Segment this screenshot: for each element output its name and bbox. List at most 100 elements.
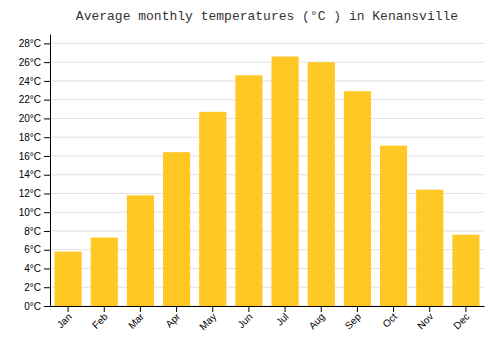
chart: 0°C 2°C 4°C 6°C 8°C 10°C 12°C 14°C 16°C 18°C 20°C 2… <box>0 0 500 350</box>
x-axis-line <box>51 306 485 307</box>
tick: Aug <box>307 306 327 331</box>
tick-label: 20°C <box>19 113 41 124</box>
bar <box>308 62 335 306</box>
tick: Jun <box>235 306 254 330</box>
y-axis: 0°C 2°C 4°C 6°C 8°C 10°C 12°C 14°C 16°C 18°C 20°C 2… <box>19 35 51 312</box>
tick-mark <box>44 212 50 213</box>
grid-line <box>50 174 484 175</box>
tick: 16°C <box>19 151 50 162</box>
tick-label: Feb <box>90 311 110 331</box>
tick-mark <box>44 100 50 101</box>
bar <box>91 238 118 306</box>
grid-line <box>50 118 484 119</box>
tick-mark <box>44 306 50 307</box>
tick-label: 8°C <box>24 226 41 237</box>
tick-mark <box>44 118 50 119</box>
tick: Nov <box>415 306 435 331</box>
bars <box>55 57 480 306</box>
tick-label: Aug <box>307 311 327 331</box>
tick-mark <box>357 306 358 312</box>
tick-label: Mar <box>126 310 146 330</box>
tick-mark <box>44 81 50 82</box>
tick-mark <box>176 306 177 312</box>
y-axis-line <box>50 35 51 307</box>
grid-line <box>50 62 484 63</box>
plot: 0°C 2°C 4°C 6°C 8°C 10°C 12°C 14°C 16°C 18°C 20°C 2… <box>19 35 485 333</box>
tick: 10°C <box>19 207 50 218</box>
tick: 12°C <box>19 188 50 199</box>
tick-label: 10°C <box>19 207 41 218</box>
tick: 24°C <box>19 76 50 87</box>
bar <box>452 235 479 306</box>
tick: 8°C <box>24 226 50 237</box>
tick: 26°C <box>19 57 50 68</box>
x-axis: Jan Feb Mar Apr May Jun Jul Aug Sep Oct Nov Dec <box>51 306 485 332</box>
tick-label: 18°C <box>19 132 41 143</box>
tick: 22°C <box>19 94 50 105</box>
tick-mark <box>321 306 322 312</box>
bar <box>380 146 407 306</box>
tick: 28°C <box>19 38 50 49</box>
tick-mark <box>393 306 394 312</box>
tick-label: 16°C <box>19 151 41 162</box>
tick: May <box>197 306 218 332</box>
grid-line <box>50 99 484 100</box>
tick: Jul <box>274 306 291 328</box>
tick-mark <box>68 306 69 312</box>
title: Average monthly temperatures (°C ) in Ke… <box>76 9 458 24</box>
tick-mark <box>212 306 213 312</box>
grid <box>50 43 484 306</box>
bar <box>199 112 226 306</box>
tick-label: 6°C <box>24 244 41 255</box>
tick-label: Dec <box>451 311 471 331</box>
bar <box>163 152 190 306</box>
grid-line <box>50 155 484 156</box>
tick: Mar <box>126 306 146 331</box>
tick-label: May <box>197 311 218 332</box>
tick-mark <box>44 231 50 232</box>
tick-mark <box>44 156 50 157</box>
tick: 14°C <box>19 169 50 180</box>
tick-mark <box>44 43 50 44</box>
tick-label: 26°C <box>19 57 41 68</box>
tick: 0°C <box>24 301 50 312</box>
tick-label: 12°C <box>19 188 41 199</box>
tick: Oct <box>380 306 399 330</box>
tick-label: 24°C <box>19 76 41 87</box>
tick-mark <box>44 268 50 269</box>
tick-label: 0°C <box>24 301 41 312</box>
tick-label: Jun <box>235 311 254 330</box>
tick-mark <box>44 250 50 251</box>
tick: 6°C <box>24 244 50 255</box>
tick-label: 2°C <box>24 282 41 293</box>
tick-mark <box>44 175 50 176</box>
tick-label: Jul <box>274 311 291 328</box>
tick-label: Apr <box>163 310 182 329</box>
bar <box>235 75 262 306</box>
tick-mark <box>44 62 50 63</box>
tick-label: 22°C <box>19 94 41 105</box>
tick: Sep <box>343 306 364 331</box>
bar <box>344 91 371 306</box>
tick-mark <box>465 306 466 312</box>
tick: Dec <box>451 306 471 331</box>
tick-mark <box>429 306 430 312</box>
grid-line <box>50 137 484 138</box>
tick-label: Oct <box>380 311 399 330</box>
tick-mark <box>248 306 249 312</box>
bar <box>127 195 154 306</box>
tick: Jan <box>55 306 74 330</box>
bar <box>416 190 443 306</box>
tick-label: Jan <box>55 311 74 330</box>
grid-line <box>50 43 484 44</box>
tick: 4°C <box>24 263 50 274</box>
tick-mark <box>44 137 50 138</box>
tick: Apr <box>163 306 182 330</box>
tick: 2°C <box>24 282 50 293</box>
tick-label: 28°C <box>19 38 41 49</box>
tick-label: Sep <box>343 311 364 332</box>
grid-line <box>50 80 484 81</box>
tick-mark <box>285 306 286 312</box>
tick-label: 14°C <box>19 169 41 180</box>
tick-mark <box>140 306 141 312</box>
